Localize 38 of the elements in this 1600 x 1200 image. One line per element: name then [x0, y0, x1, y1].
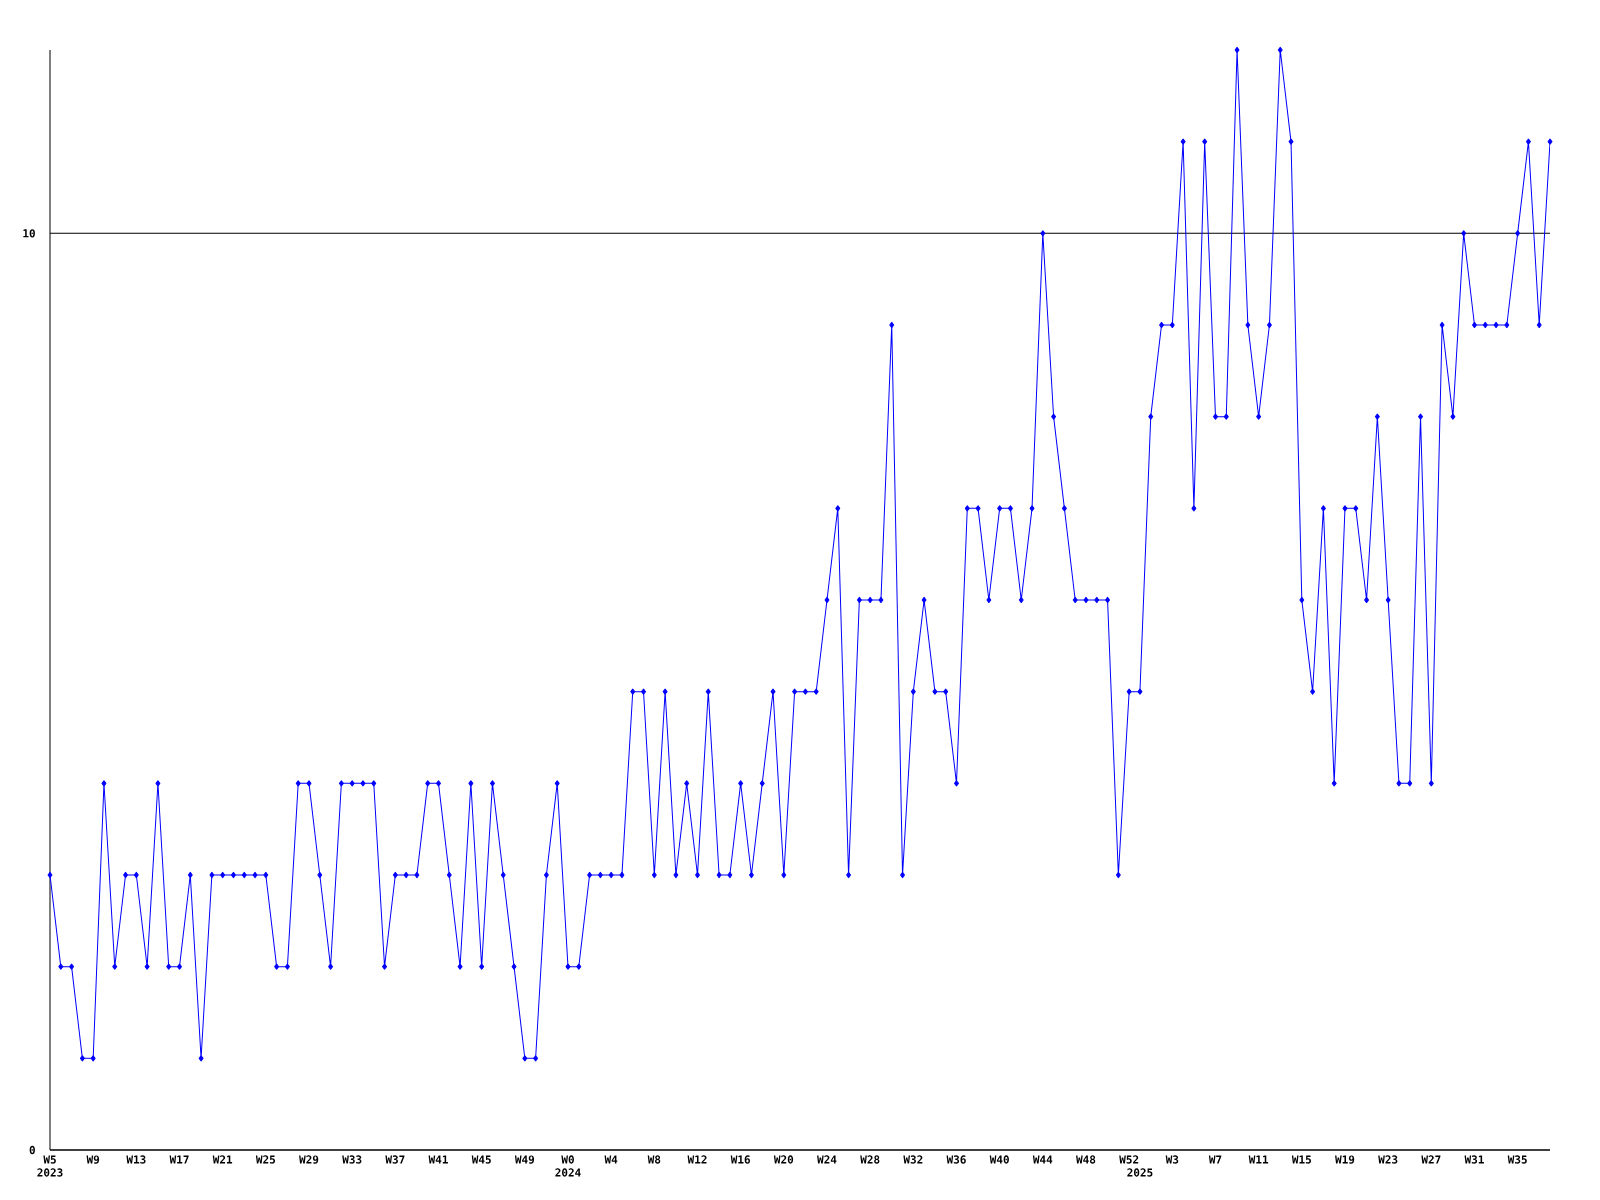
- x-tick-label: W21: [212, 1155, 233, 1164]
- x-tick-label: W20: [773, 1155, 794, 1164]
- y-tick-label: 0: [29, 1145, 35, 1155]
- x-tick-label: W33: [342, 1155, 362, 1164]
- y-tick-label: 10: [23, 229, 35, 238]
- x-tick-label: W52: [1119, 1155, 1139, 1164]
- x-tick-label: W15: [1291, 1155, 1311, 1164]
- x-tick-label: W8: [647, 1155, 661, 1164]
- x-tick-label: W25: [255, 1155, 276, 1164]
- x-tick-label: W12: [687, 1155, 707, 1164]
- x-tick-label: W36: [946, 1155, 966, 1164]
- x-tick-label: W11: [1248, 1155, 1269, 1164]
- x-tick-label: W3: [1165, 1155, 1179, 1164]
- x-tick-label: W5 2023: [37, 1155, 63, 1177]
- x-tick-label: W0 2024: [555, 1155, 581, 1177]
- x-tick-label: W4: [604, 1155, 618, 1164]
- x-tick-label: W41: [428, 1155, 448, 1164]
- x-tick-label: W19: [1335, 1155, 1355, 1164]
- x-tick-label: W23: [1378, 1155, 1398, 1164]
- x-tick-label: W44: [1032, 1155, 1053, 1164]
- x-tick-label: W27: [1421, 1155, 1441, 1164]
- x-tick-label: W9: [86, 1155, 100, 1164]
- x-tick-label: W7: [1208, 1155, 1222, 1164]
- x-tick-label: W17: [169, 1155, 189, 1164]
- x-tick-label: W49: [514, 1155, 535, 1164]
- x-tick-label: W45: [471, 1155, 491, 1164]
- x-tick-label: W31: [1464, 1155, 1484, 1164]
- x-tick-label: W32: [903, 1155, 923, 1164]
- x-tick-label: W24: [817, 1155, 837, 1164]
- x-tick-label: 2025: [1127, 1168, 1153, 1177]
- x-tick-label: W29: [299, 1155, 319, 1164]
- x-tick-label: W28: [860, 1155, 880, 1164]
- x-tick-label: W35: [1507, 1155, 1527, 1164]
- x-tick-label: W13: [126, 1155, 146, 1164]
- x-tick-label: W16: [730, 1155, 750, 1164]
- x-tick-label: W48: [1076, 1155, 1096, 1164]
- x-tick-label: W37: [385, 1155, 405, 1164]
- x-tick-label: W40: [989, 1155, 1009, 1164]
